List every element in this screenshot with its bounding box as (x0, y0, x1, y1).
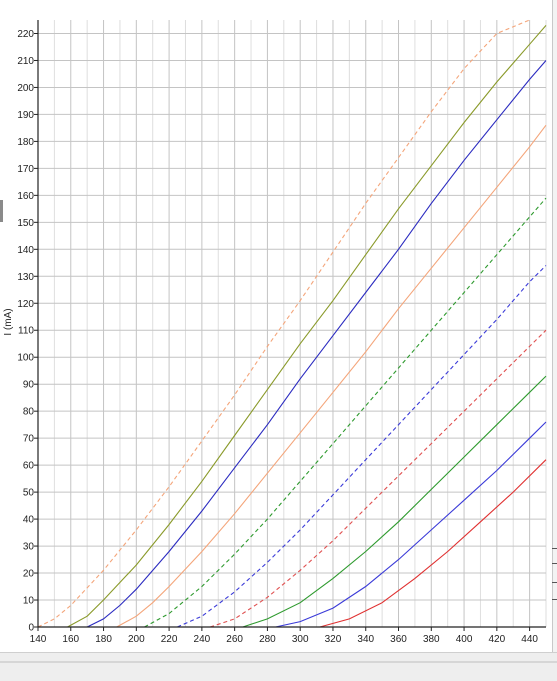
y-tick-label: 70 (23, 434, 35, 445)
y-tick-label: 30 (23, 542, 35, 553)
y-tick-label: 160 (17, 191, 34, 202)
y-tick-label: 20 (23, 569, 35, 580)
axes (34, 20, 546, 631)
y-tick-label: 90 (23, 380, 35, 391)
y-tick-label: 140 (17, 245, 34, 256)
y-tick-label: 40 (23, 515, 35, 526)
y-axis-label: I (mA) (3, 308, 14, 335)
plate-characteristics-chart: 140 160 180 200 220 240 260 280 300 320 340 360 380 4… (3, 19, 547, 645)
series-line-6 (177, 265, 547, 628)
status-strip (0, 652, 557, 681)
x-tick-label: 240 (194, 634, 211, 645)
series-line-7 (209, 329, 547, 628)
panel-edge-tick (552, 599, 557, 600)
y-tick-label: 10 (23, 596, 35, 607)
splitter-handle[interactable] (0, 200, 3, 222)
x-tick-label: 360 (390, 634, 407, 645)
x-tick-label: 320 (325, 634, 342, 645)
series-line-5 (144, 197, 547, 628)
y-tick-label: 110 (18, 326, 34, 337)
x-tick-label: 140 (30, 634, 47, 645)
series-line-8 (242, 375, 547, 628)
x-tick-label: 180 (95, 634, 112, 645)
horizontal-scrollbar[interactable] (0, 661, 557, 663)
chart-panel: 140 160 180 200 220 240 260 280 300 320 340 360 380 4… (0, 0, 553, 652)
series-line-4 (116, 124, 547, 628)
series-lines (37, 19, 547, 628)
panel-edge-tick (552, 563, 557, 564)
series-line-10 (319, 459, 547, 628)
series-line-9 (275, 421, 547, 628)
x-tick-label: 160 (62, 634, 79, 645)
y-tick-label: 50 (23, 488, 35, 499)
grid (37, 20, 547, 628)
x-tick-label: 300 (292, 634, 309, 645)
x-tick-label: 380 (423, 634, 440, 645)
y-tick-label: 0 (28, 623, 34, 634)
x-tick-label: 200 (128, 634, 145, 645)
series-line-3 (86, 60, 547, 628)
series-line-2 (67, 25, 547, 628)
y-tick-label: 80 (23, 407, 35, 418)
y-tick-label: 130 (17, 272, 34, 283)
x-tick-label: 260 (226, 634, 243, 645)
series-line-1 (37, 19, 530, 628)
x-tick-label: 340 (357, 634, 374, 645)
y-tick-label: 150 (17, 218, 34, 229)
y-tick-label: 120 (17, 299, 34, 310)
y-tick-label: 60 (23, 461, 35, 472)
y-tick-label: 180 (17, 137, 34, 148)
y-tick-label: 170 (17, 164, 34, 175)
x-tick-label: 440 (521, 634, 538, 645)
x-tick-label: 280 (259, 634, 276, 645)
x-tick-label: 400 (456, 634, 473, 645)
panel-edge-tick (552, 582, 557, 583)
x-tick-labels: 140 160 180 200 220 240 260 280 300 320 340 360 380 4… (30, 634, 539, 645)
panel-edge-tick (552, 548, 557, 549)
y-tick-label: 100 (17, 353, 34, 364)
x-tick-label: 220 (161, 634, 178, 645)
y-tick-label: 190 (17, 110, 34, 121)
y-tick-label: 210 (17, 56, 34, 67)
x-tick-label: 420 (488, 634, 505, 645)
y-tick-label: 220 (17, 29, 34, 40)
y-tick-label: 200 (17, 83, 34, 94)
y-tick-labels: 0 10 20 30 40 50 60 70 80 90 100 110 120 130 140 150 160… (17, 29, 34, 634)
